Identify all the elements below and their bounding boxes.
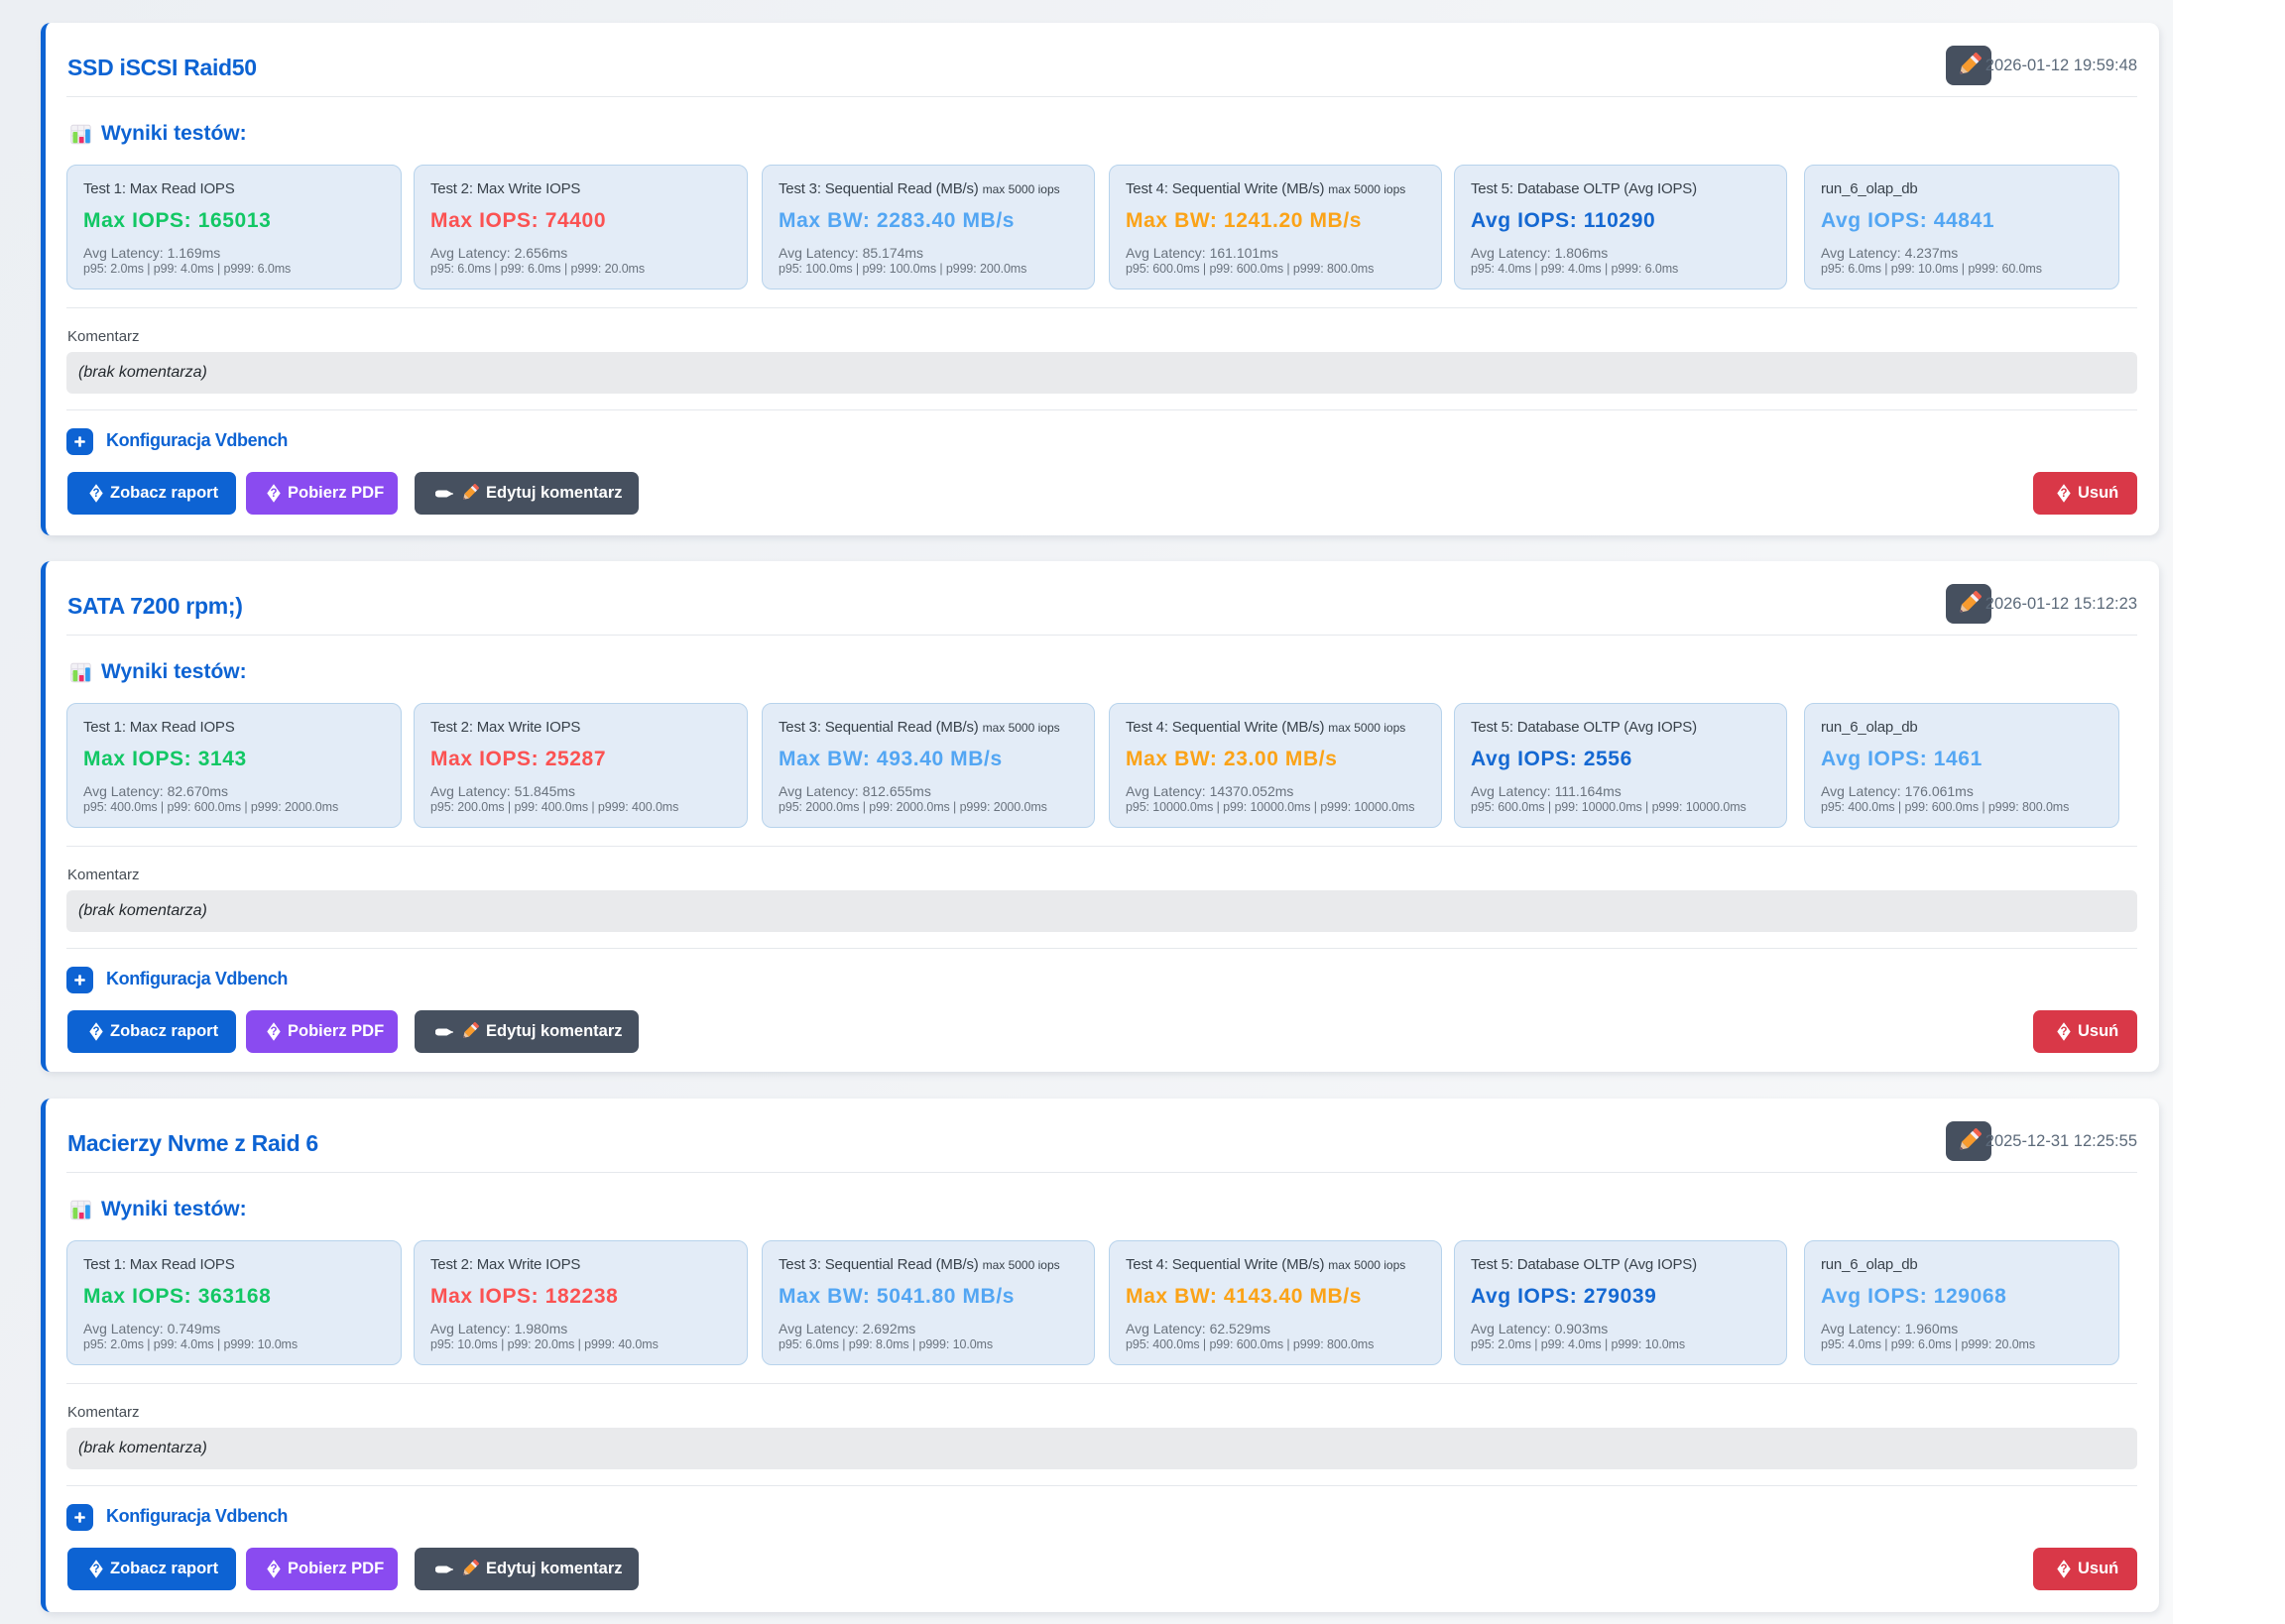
svg-text:?: ?: [270, 1564, 277, 1575]
svg-text:?: ?: [92, 1564, 99, 1575]
svg-text:?: ?: [2060, 488, 2067, 500]
svg-text:?: ?: [92, 1026, 99, 1038]
svg-text:?: ?: [2060, 1026, 2067, 1038]
svg-text:?: ?: [270, 488, 277, 500]
svg-text:?: ?: [92, 488, 99, 500]
svg-text:?: ?: [2060, 1564, 2067, 1575]
svg-text:?: ?: [270, 1026, 277, 1038]
